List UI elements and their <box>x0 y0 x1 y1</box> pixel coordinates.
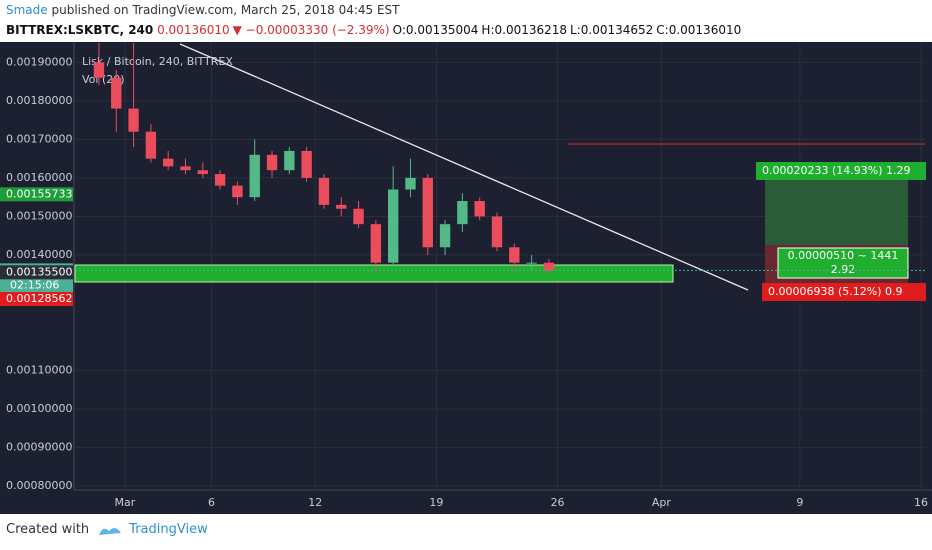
candle-body <box>353 208 364 225</box>
x-tick-label: 26 <box>551 496 565 509</box>
candle-body <box>145 131 157 159</box>
candle-body <box>128 108 139 132</box>
candle-body <box>197 170 208 175</box>
published: published on TradingView.com, March 25, … <box>51 3 400 17</box>
candle-body <box>266 154 278 171</box>
y-tick-label: 0.00190000 <box>6 55 72 68</box>
candle-body <box>249 154 260 198</box>
candle-body <box>111 77 122 109</box>
candle-body <box>405 177 416 190</box>
candle-body <box>422 177 433 248</box>
candle-body <box>370 224 382 263</box>
candle-body <box>93 62 105 78</box>
footer: Created with TradingView <box>6 522 208 537</box>
symbol: BITTREX:LSKBTC, 240 <box>6 23 154 37</box>
stop-label: 0.00006938 (5.12%) 0.9 <box>768 285 903 298</box>
close: C:0.00136010 <box>656 23 742 37</box>
x-tick-label: Mar <box>115 496 136 509</box>
position-label: 0.00000510 ~ 1441 <box>788 249 899 262</box>
candle-body <box>318 177 330 205</box>
y-tick-label: 0.00110000 <box>6 364 72 377</box>
x-tick-label: 6 <box>208 496 215 509</box>
price-label-box <box>0 292 73 307</box>
price-label-box <box>0 187 73 202</box>
created-with: Created with <box>6 522 90 537</box>
last: 0.00136010 <box>157 23 230 37</box>
y-tick-label: 0.00080000 <box>6 479 72 492</box>
y-tick-label: 0.00140000 <box>6 248 72 261</box>
x-tick-label: 12 <box>308 496 322 509</box>
candle-body <box>301 150 312 178</box>
x-tick-label: Apr <box>652 496 672 509</box>
x-tick-label: 19 <box>429 496 443 509</box>
y-tick-label: 0.00170000 <box>6 132 72 145</box>
y-tick-label: 0.00180000 <box>6 94 72 107</box>
candle-body <box>336 204 347 209</box>
x-tick-label: 9 <box>796 496 803 509</box>
candle-body <box>232 185 243 198</box>
position-box <box>777 247 909 279</box>
price-label: 0.00135500 <box>6 265 72 278</box>
support-zone[interactable] <box>74 264 674 283</box>
candle-body <box>284 150 295 171</box>
price-label-box <box>0 265 73 280</box>
y-tick-label: 0.00090000 <box>6 441 72 454</box>
candle-body <box>457 201 468 225</box>
candle-body <box>491 216 503 248</box>
countdown-box <box>0 278 73 293</box>
candle-body <box>214 174 226 186</box>
candle-body <box>526 262 537 264</box>
low: L:0.00134652 <box>570 23 654 37</box>
y-tick-label: 0.00100000 <box>6 402 72 415</box>
author[interactable]: Smade <box>6 3 48 17</box>
candle-body <box>180 166 191 171</box>
target-label: 0.00020233 (14.93%) 1.29 <box>762 164 911 177</box>
y-tick-label: 0.00160000 <box>6 171 72 184</box>
change: ▼ −0.00003330 (−2.39%) <box>232 23 390 37</box>
ratio-label: 2.92 <box>831 263 856 276</box>
stop-box <box>762 283 926 301</box>
header-line: Smade published on TradingView.com, Marc… <box>6 3 400 17</box>
symbol-line: BITTREX:LSKBTC, 240 0.00136010 ▼ −0.00003… <box>6 23 744 37</box>
candle-body <box>439 224 451 248</box>
y-tick-label: 0.00150000 <box>6 209 72 222</box>
candle-body <box>162 158 174 167</box>
chart-title: Lisk / Bitcoin, 240, BITTREX <box>82 55 233 68</box>
countdown: 02:15:06 <box>10 278 59 291</box>
open: O:0.00135004 <box>392 23 479 37</box>
brand[interactable]: TradingView <box>129 522 208 537</box>
target-box <box>756 162 926 180</box>
price-label: 0.00128562 <box>6 292 72 305</box>
high: H:0.00136218 <box>481 23 568 37</box>
price-label: 0.00155733 <box>6 187 72 200</box>
chart: 0.00020233 (14.93%) 1.29 0.00000510 ~ 14… <box>0 42 932 514</box>
trend-line[interactable] <box>179 43 749 291</box>
logo <box>99 527 122 535</box>
candle-body <box>509 247 520 263</box>
x-tick-label: 16 <box>914 496 928 509</box>
candle-body <box>387 189 399 263</box>
candle-body <box>543 262 555 271</box>
candle-body <box>474 201 485 217</box>
